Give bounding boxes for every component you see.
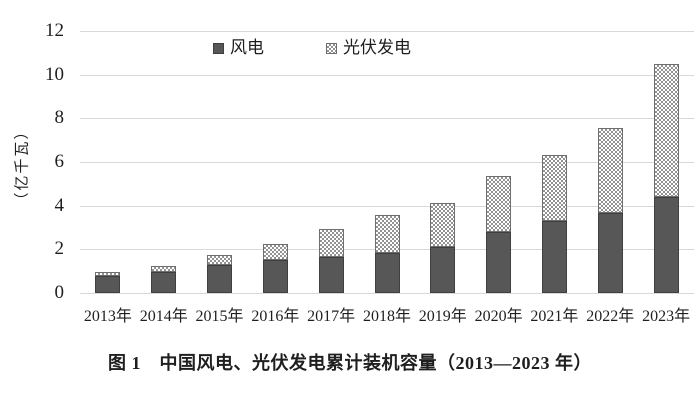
wind-series-label: 风电 (230, 38, 264, 57)
bar-segment-wind-2021年 (541, 221, 567, 293)
y-tick-label: 0 (54, 282, 65, 303)
chart-legend: 风电 光伏发电 (213, 38, 411, 58)
y-tick-label: 4 (54, 194, 65, 216)
y-tick-label: 6 (54, 151, 65, 172)
x-tick-label: 2015年 (195, 308, 244, 325)
gridline (80, 31, 694, 32)
bar-segment-wind-2023年 (653, 196, 679, 293)
x-tick-label: 2016年 (251, 308, 300, 325)
solar-series-swatch-icon (326, 42, 337, 54)
x-tick-label: 2020年 (474, 308, 523, 325)
bar-segment-solar-2019年 (430, 202, 456, 248)
x-tick-label: 2018年 (362, 308, 411, 325)
x-tick-label: 2019年 (418, 308, 467, 325)
bar-segment-wind-2020年 (486, 231, 512, 293)
bar-segment-wind-2022年 (597, 213, 623, 293)
gridline (80, 162, 694, 163)
x-tick-label: 2022年 (586, 308, 635, 325)
bar-segment-wind-2019年 (430, 247, 456, 293)
bar-segment-wind-2017年 (318, 257, 344, 293)
x-tick-label: 2013年 (83, 308, 132, 325)
bar-segment-solar-2020年 (486, 176, 512, 232)
bar-segment-solar-2014年 (151, 265, 177, 273)
x-tick-label: 2023年 (642, 308, 691, 325)
gridline (80, 205, 694, 207)
gridline (80, 293, 694, 294)
bar-segment-solar-2015年 (207, 255, 233, 265)
x-tick-label: 2017年 (307, 308, 356, 325)
bar-segment-solar-2021年 (541, 154, 567, 222)
x-tick-label: 2014年 (139, 308, 188, 325)
bar-segment-solar-2018年 (374, 214, 400, 253)
plot-area: （亿千瓦） 风电 光伏发电 0 2 4 6 8 10 12 2013年 2014年 2015年 20… (15, 20, 694, 325)
y-tick-label: 12 (45, 20, 64, 41)
x-tick-label: 2021年 (530, 308, 579, 325)
bar-segment-wind-2015年 (207, 264, 233, 293)
bar-segment-wind-2016年 (262, 260, 288, 293)
y-tick-label: 2 (54, 238, 65, 260)
bar-segment-wind-2014年 (151, 272, 177, 293)
bar-segment-wind-2018年 (374, 252, 400, 293)
figure-caption: 图 1 中国风电、光伏发电累计装机容量（2013—2023 年） (108, 353, 592, 373)
gridline (80, 118, 694, 120)
gridline (80, 74, 694, 76)
legend-item-wind: 风电 (213, 38, 264, 58)
bar-segment-solar-2023年 (653, 63, 679, 197)
wind-series-swatch-icon (213, 42, 224, 54)
solar-series-label: 光伏发电 (343, 38, 411, 57)
bar-segment-solar-2017年 (318, 228, 344, 258)
bar-segment-solar-2016年 (262, 243, 288, 261)
bar-segment-wind-2013年 (95, 276, 121, 293)
y-tick-label: 8 (54, 107, 65, 129)
bar-segment-solar-2013年 (95, 272, 121, 277)
legend-item-solar: 光伏发电 (326, 38, 411, 58)
y-tick-label: 10 (45, 63, 64, 85)
bar-segment-solar-2022年 (597, 127, 623, 214)
